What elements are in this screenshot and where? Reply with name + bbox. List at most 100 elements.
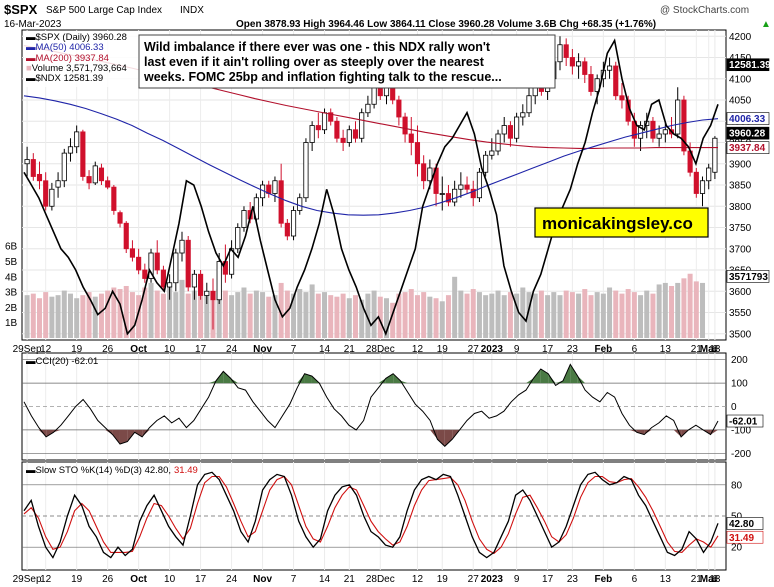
candle-down xyxy=(334,120,340,139)
candle-up xyxy=(303,142,309,199)
cci-oversold-fill xyxy=(430,429,438,440)
volume-bar xyxy=(681,278,687,338)
volume-bar xyxy=(520,287,526,338)
volume-bar xyxy=(458,290,464,338)
cci-overbought-fill xyxy=(385,373,394,384)
volume-bar xyxy=(346,298,352,338)
volume-bar xyxy=(402,292,408,338)
date-label-bottom: 12 xyxy=(40,574,52,585)
volume-bar xyxy=(687,273,693,338)
date-label-mid: Feb xyxy=(594,344,612,355)
date-label-bottom: 13 xyxy=(709,574,721,585)
volume-bar xyxy=(353,295,359,338)
date-label-mid: 19 xyxy=(437,344,449,355)
volume-bar xyxy=(160,293,166,338)
candle-down xyxy=(402,116,408,135)
candle-up xyxy=(204,290,210,296)
volume-tick-label: 2B xyxy=(5,303,18,314)
candle-down xyxy=(464,184,470,190)
legend-ma200: ▬MA(200) 3937.84 xyxy=(26,53,109,64)
volume-bar xyxy=(359,299,365,338)
date-label-bottom: 14 xyxy=(319,574,331,585)
candle-down xyxy=(185,239,191,288)
date-label-mid: 12 xyxy=(412,344,424,355)
volume-bar xyxy=(576,293,582,338)
annotation-line-3: weeks. FOMC 25bp and inflation fighting … xyxy=(143,70,502,84)
ma50-line xyxy=(23,95,719,216)
candle-up xyxy=(495,133,501,152)
volume-bar xyxy=(495,290,501,338)
date-label-mid: Mar xyxy=(700,344,718,355)
candle-down xyxy=(136,256,142,271)
volume-bar xyxy=(67,293,73,338)
volume-bar xyxy=(303,292,309,338)
candle-up xyxy=(321,112,328,131)
cci-tag-bg xyxy=(726,414,764,428)
volume-bar xyxy=(700,282,706,338)
candle-up xyxy=(309,125,315,143)
volume-bar xyxy=(191,290,197,338)
volume-bar xyxy=(452,276,458,338)
candle-up xyxy=(662,129,668,135)
volume-bar xyxy=(408,289,414,338)
cci-tick-label: 0 xyxy=(731,402,737,413)
cci-overbought-fill xyxy=(304,373,312,384)
cci-overbought-fill xyxy=(400,380,408,384)
volume-bar xyxy=(619,293,625,338)
volume-bar xyxy=(43,292,49,338)
tag-volume-bg xyxy=(726,270,770,283)
tag-ma200: 3937.84 xyxy=(729,143,766,154)
candle-down xyxy=(563,44,569,58)
volume-tick-label: 3B xyxy=(5,288,18,299)
volume-bar xyxy=(662,282,668,338)
candle-down xyxy=(681,99,687,152)
price-tick-label: 4200 xyxy=(729,32,752,43)
volume-bar xyxy=(297,289,303,338)
cci-oversold-fill xyxy=(112,429,120,444)
date-label-mid: 28Dec xyxy=(366,344,395,355)
date-label-mid: 14 xyxy=(319,344,331,355)
volume-bar xyxy=(61,290,67,338)
candle-up xyxy=(606,65,613,71)
candle-down xyxy=(340,137,346,143)
sto-d-line xyxy=(23,475,719,555)
date-label-mid: 2023 xyxy=(481,344,504,355)
volume-bar xyxy=(427,296,433,338)
candle-down xyxy=(396,99,402,118)
price-tick-label: 3500 xyxy=(729,329,752,340)
candle-up xyxy=(61,152,67,182)
volume-bar xyxy=(80,295,86,338)
candle-down xyxy=(284,222,290,237)
date-label-bottom: 2023 xyxy=(481,574,504,585)
candle-up xyxy=(452,188,458,203)
candle-down xyxy=(278,180,284,224)
volume-bar xyxy=(600,293,606,338)
sto-tick-label: 80 xyxy=(731,480,743,491)
candle-up xyxy=(346,129,352,143)
candle-down xyxy=(105,180,111,188)
date-label-bottom: 27 xyxy=(468,574,480,585)
cci-oversold-fill xyxy=(644,429,652,435)
volume-bar xyxy=(136,295,142,338)
volume-bar xyxy=(476,292,482,338)
candle-up xyxy=(576,61,582,67)
volume-bar xyxy=(328,295,334,338)
volume-bar xyxy=(309,284,315,338)
volume-bar xyxy=(229,295,235,338)
candle-up xyxy=(427,167,433,182)
volume-bar xyxy=(117,289,123,338)
date-label-mid: 23 xyxy=(567,344,579,355)
date-label-bottom: 13 xyxy=(660,574,672,585)
date-label-mid: 19 xyxy=(71,344,83,355)
volume-bar xyxy=(371,290,377,338)
candle-down xyxy=(352,129,359,139)
candle-up xyxy=(290,210,297,237)
cci-oversold-fill xyxy=(636,429,645,435)
volume-bar xyxy=(470,289,476,338)
cci-oversold-fill xyxy=(142,429,150,437)
volume-bar xyxy=(340,293,346,338)
candle-down xyxy=(445,193,452,203)
date-label-mid: 21 xyxy=(691,344,703,355)
candle-down xyxy=(142,269,148,279)
volume-bar xyxy=(594,292,600,338)
